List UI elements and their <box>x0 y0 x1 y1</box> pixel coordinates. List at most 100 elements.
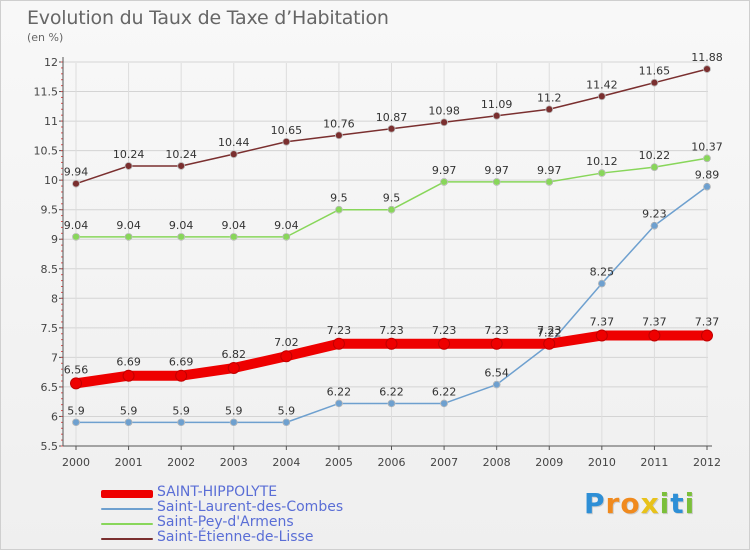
data-point-outline <box>177 162 185 170</box>
x-tick-label: 2002 <box>167 456 195 469</box>
data-label: 9.5 <box>383 192 401 205</box>
data-point-outline <box>335 399 343 408</box>
data-label: 9.97 <box>432 164 457 177</box>
data-point-outline <box>72 233 80 241</box>
y-tick-label: 8 <box>51 292 58 305</box>
logo-letter: i <box>684 487 696 520</box>
data-label: 10.12 <box>586 155 618 168</box>
data-label: 11.65 <box>639 65 671 78</box>
data-label: 10.65 <box>271 124 303 137</box>
y-tick-label: 10 <box>44 174 58 187</box>
logo-letter: x <box>640 487 660 520</box>
data-point <box>282 232 291 241</box>
data-label: 6.54 <box>484 367 509 380</box>
data-point <box>492 380 501 389</box>
legend-label: Saint-Laurent-des-Combes <box>157 499 344 515</box>
data-label: 10.24 <box>165 148 197 161</box>
legend-swatch <box>101 538 153 540</box>
data-point <box>492 178 501 186</box>
data-label: 5.9 <box>278 404 296 417</box>
data-point-outline <box>598 279 606 288</box>
grid <box>63 61 708 447</box>
logo-letter: t <box>670 487 685 520</box>
data-point-outline <box>440 118 448 127</box>
data-point <box>701 329 713 342</box>
data-label: 5.9 <box>172 404 190 417</box>
x-tick-label: 2007 <box>430 456 458 469</box>
data-point <box>492 111 501 120</box>
data-label: 11.09 <box>481 98 513 111</box>
series <box>70 65 713 427</box>
data-point <box>335 399 343 408</box>
y-tick-label: 7 <box>51 351 58 364</box>
data-label: 7.23 <box>379 324 404 337</box>
data-label: 7.37 <box>695 316 720 329</box>
y-tick-label: 9 <box>51 233 58 246</box>
y-tick-label: 11.5 <box>34 86 59 99</box>
data-label: 5.9 <box>120 404 138 417</box>
data-point <box>650 78 659 87</box>
legend-label: Saint-Étienne-de-Lisse <box>157 529 314 545</box>
data-label: 7.02 <box>274 336 299 349</box>
data-point <box>124 418 133 427</box>
data-label: 8.25 <box>590 266 615 279</box>
data-point-outline <box>72 179 80 188</box>
x-tick-label: 2009 <box>535 456 563 469</box>
y-tick-label: 7.5 <box>41 322 59 335</box>
data-point <box>335 131 343 140</box>
data-point-outline <box>440 399 448 408</box>
data-point <box>440 178 448 186</box>
data-point-outline <box>229 233 238 241</box>
data-label: 9.97 <box>537 164 562 177</box>
data-point-outline <box>335 205 343 214</box>
data-point <box>282 418 291 427</box>
data-label: 7.23 <box>537 324 562 337</box>
data-point <box>122 369 135 382</box>
data-point-outline <box>229 418 238 427</box>
data-point-outline <box>387 124 396 133</box>
data-point <box>438 337 451 350</box>
data-label: 9.5 <box>330 192 348 205</box>
data-label: 7.23 <box>432 324 457 337</box>
data-label: 11.88 <box>691 51 723 64</box>
data-label: 7.23 <box>484 324 509 337</box>
data-point <box>177 162 186 170</box>
axes: 5.5 6 6.5 7 7.5 8 8.5 9 9.5 10 10.5 11 11.5 12 2000 200… <box>34 56 722 469</box>
data-label: 11.2 <box>537 91 562 104</box>
data-point <box>545 105 554 114</box>
data-point-outline <box>124 233 133 241</box>
data-point <box>648 329 661 342</box>
legend-swatch <box>101 508 153 510</box>
data-point-outline <box>598 169 606 177</box>
data-point <box>597 279 606 288</box>
data-label: 9.23 <box>642 208 667 221</box>
data-point <box>280 350 293 363</box>
x-tick-label: 2010 <box>588 456 616 469</box>
legend-label: SAINT-HIPPOLYTE <box>157 484 278 500</box>
chart-subtitle: (en %) <box>27 31 64 44</box>
data-label: 7.37 <box>642 316 667 329</box>
data-point-outline <box>124 418 133 427</box>
data-point-outline <box>650 163 659 171</box>
data-point <box>229 150 238 159</box>
data-point <box>177 232 186 241</box>
data-label: 6.69 <box>116 356 141 369</box>
data-label: 9.89 <box>695 169 720 182</box>
data-label: 9.97 <box>484 164 509 177</box>
data-point-outline <box>545 178 554 186</box>
data-point-outline <box>703 65 711 73</box>
data-point <box>543 337 556 350</box>
data-point-outline <box>72 418 80 427</box>
data-label: 5.9 <box>67 404 85 417</box>
data-point-outline <box>492 178 501 186</box>
data-label: 9.04 <box>64 219 89 232</box>
data-label: 10.24 <box>113 148 145 161</box>
data-point <box>229 232 238 241</box>
data-point <box>124 232 133 241</box>
data-point <box>597 92 606 101</box>
data-point <box>177 418 186 427</box>
data-point-outline <box>492 380 501 389</box>
data-labels: 9.94 10.24 10.24 10.44 10.65 10.76 10.87 10.98 1… <box>64 51 723 417</box>
x-tick-label: 2004 <box>272 456 300 469</box>
